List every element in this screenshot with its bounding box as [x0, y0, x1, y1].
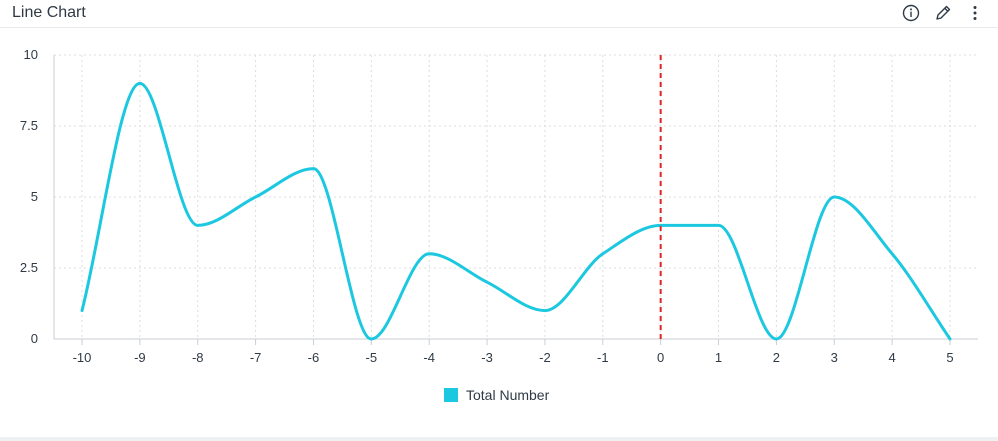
- data-point-0: [79, 308, 85, 314]
- y-tick-label-4: 10: [24, 47, 38, 62]
- legend-swatch: [444, 388, 458, 402]
- more-vertical-icon[interactable]: [966, 4, 984, 22]
- y-tick-label-0: 0: [31, 331, 38, 346]
- x-tick-label-13: 3: [831, 350, 838, 365]
- data-point-6: [426, 251, 432, 257]
- data-point-12: [773, 336, 779, 342]
- y-tick-label-3: 7.5: [20, 118, 38, 133]
- chart-area: 0 2.5 5 7.5 10 -10 -9 -8 -7 -6 -5 -4 -3 -2 -1 0 1 2 3 4 5 To…: [0, 28, 998, 433]
- y-tick-label-2: 5: [31, 189, 38, 204]
- data-point-1: [137, 80, 143, 86]
- widget-toolbar: [902, 3, 984, 23]
- data-point-13: [831, 194, 837, 200]
- x-tick-label-5: -5: [366, 350, 378, 365]
- x-tick-label-4: -6: [308, 350, 320, 365]
- x-tick-label-2: -8: [192, 350, 204, 365]
- legend-label: Total Number: [466, 387, 550, 403]
- x-tick-label-11: 1: [715, 350, 722, 365]
- x-tick-label-3: -7: [250, 350, 262, 365]
- x-tick-label-9: -1: [597, 350, 609, 365]
- data-point-15: [947, 336, 953, 342]
- x-tick-label-10: 0: [657, 350, 664, 365]
- data-point-14: [889, 251, 895, 257]
- data-point-8: [542, 308, 548, 314]
- legend-item-total-number[interactable]: Total Number: [444, 386, 549, 404]
- data-point-11: [716, 222, 722, 228]
- x-tick-label-12: 2: [773, 350, 780, 365]
- data-point-7: [484, 279, 490, 285]
- data-point-4: [310, 166, 316, 172]
- x-tick-label-1: -9: [134, 350, 146, 365]
- x-tick-label-8: -2: [539, 350, 551, 365]
- pencil-icon[interactable]: [934, 4, 952, 22]
- x-tick-label-15: 5: [946, 350, 953, 365]
- widget-header: Line Chart: [0, 0, 998, 28]
- series-line-total-number: [80, 81, 952, 341]
- data-point-9: [600, 251, 606, 257]
- x-tick-label-6: -4: [423, 350, 435, 365]
- info-icon[interactable]: [902, 4, 920, 22]
- data-point-3: [253, 194, 259, 200]
- x-tick-label-14: 4: [889, 350, 896, 365]
- widget-title: Line Chart: [12, 4, 86, 21]
- data-point-2: [195, 222, 201, 228]
- data-point-5: [368, 336, 374, 342]
- x-tick-label-0: -10: [73, 350, 92, 365]
- line-chart: 02.557.510-10 -9 -8 -7 -6 -5 -4 -3 -2 -1 0 1 2 3 4 5: [20, 47, 978, 365]
- y-tick-label-1: 2.5: [20, 260, 38, 275]
- x-tick-label-7: -3: [481, 350, 493, 365]
